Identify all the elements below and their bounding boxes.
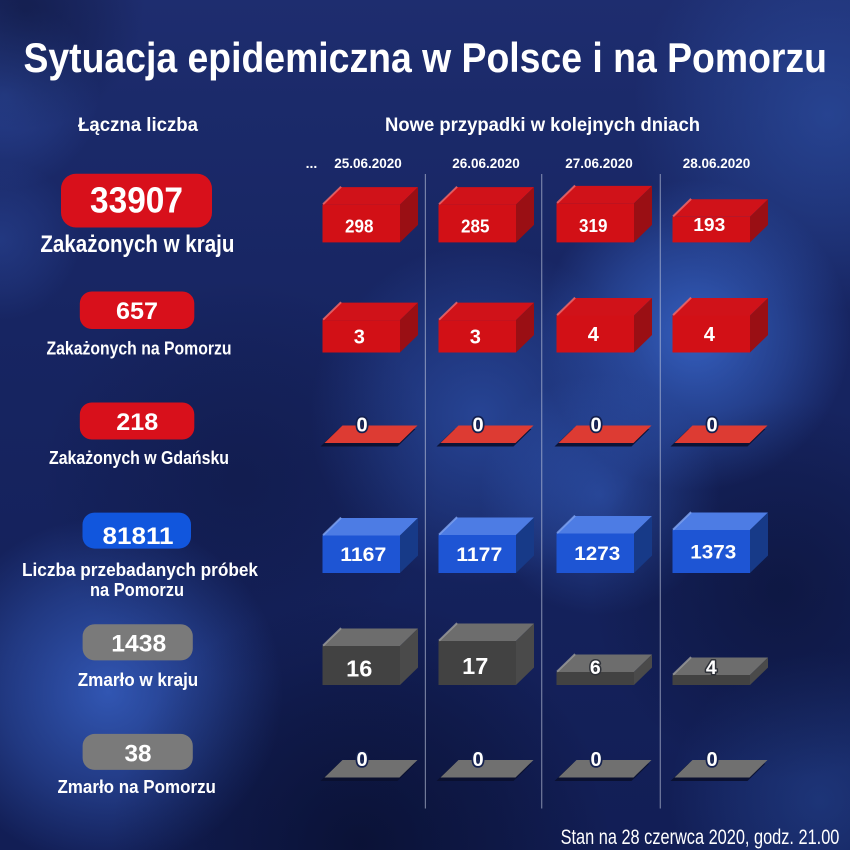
svg-text:1273: 1273 bbox=[574, 544, 620, 565]
svg-text:81811: 81811 bbox=[103, 523, 174, 550]
svg-text:0: 0 bbox=[472, 415, 483, 437]
svg-text:4: 4 bbox=[588, 324, 600, 346]
svg-text:33907: 33907 bbox=[90, 180, 183, 221]
svg-text:218: 218 bbox=[116, 409, 158, 436]
svg-text:26.06.2020: 26.06.2020 bbox=[452, 156, 520, 171]
svg-text:Zmarło w kraju: Zmarło w kraju bbox=[78, 669, 199, 690]
svg-text:27.06.2020: 27.06.2020 bbox=[565, 156, 633, 171]
svg-text:285: 285 bbox=[461, 216, 489, 236]
svg-text:0: 0 bbox=[706, 749, 717, 771]
svg-text:0: 0 bbox=[590, 415, 601, 437]
svg-text:28.06.2020: 28.06.2020 bbox=[683, 156, 751, 171]
svg-text:657: 657 bbox=[116, 298, 158, 325]
svg-text:Liczba przebadanych próbek: Liczba przebadanych próbek bbox=[22, 559, 259, 580]
svg-text:38: 38 bbox=[125, 740, 152, 767]
svg-text:1167: 1167 bbox=[340, 545, 386, 566]
svg-text:Nowe przypadki w kolejnych dni: Nowe przypadki w kolejnych dniach bbox=[385, 115, 700, 136]
svg-text:319: 319 bbox=[579, 216, 607, 236]
svg-text:3: 3 bbox=[354, 327, 365, 349]
svg-text:1373: 1373 bbox=[690, 542, 736, 563]
svg-text:0: 0 bbox=[590, 749, 601, 771]
svg-text:16: 16 bbox=[346, 655, 372, 681]
svg-text:1438: 1438 bbox=[111, 631, 166, 658]
svg-text:Zakażonych w kraju: Zakażonych w kraju bbox=[40, 231, 234, 258]
svg-text:Zakażonych na Pomorzu: Zakażonych na Pomorzu bbox=[47, 339, 232, 359]
svg-text:3: 3 bbox=[470, 327, 481, 349]
svg-text:...: ... bbox=[306, 155, 318, 171]
svg-text:0: 0 bbox=[356, 749, 367, 771]
svg-text:298: 298 bbox=[345, 216, 373, 236]
svg-text:Zmarło na Pomorzu: Zmarło na Pomorzu bbox=[57, 777, 216, 797]
svg-text:17: 17 bbox=[462, 653, 488, 679]
svg-text:0: 0 bbox=[706, 415, 717, 437]
svg-text:4: 4 bbox=[704, 324, 716, 346]
svg-text:Stan na 28 czerwca 2020, godz.: Stan na 28 czerwca 2020, godz. 21.00 bbox=[561, 826, 840, 849]
svg-text:Sytuacja epidemiczna w Polsce: Sytuacja epidemiczna w Polsce i na Pomor… bbox=[23, 34, 827, 81]
svg-text:25.06.2020: 25.06.2020 bbox=[334, 156, 402, 171]
svg-text:193: 193 bbox=[693, 215, 725, 235]
svg-text:0: 0 bbox=[356, 415, 367, 437]
svg-text:Zakażonych w Gdańsku: Zakażonych w Gdańsku bbox=[49, 448, 229, 468]
svg-text:1177: 1177 bbox=[456, 545, 502, 566]
svg-text:na Pomorzu: na Pomorzu bbox=[90, 579, 184, 600]
svg-text:Łączna liczba: Łączna liczba bbox=[78, 115, 198, 136]
svg-text:6: 6 bbox=[590, 657, 601, 679]
svg-text:0: 0 bbox=[472, 749, 483, 771]
svg-text:4: 4 bbox=[706, 657, 717, 679]
